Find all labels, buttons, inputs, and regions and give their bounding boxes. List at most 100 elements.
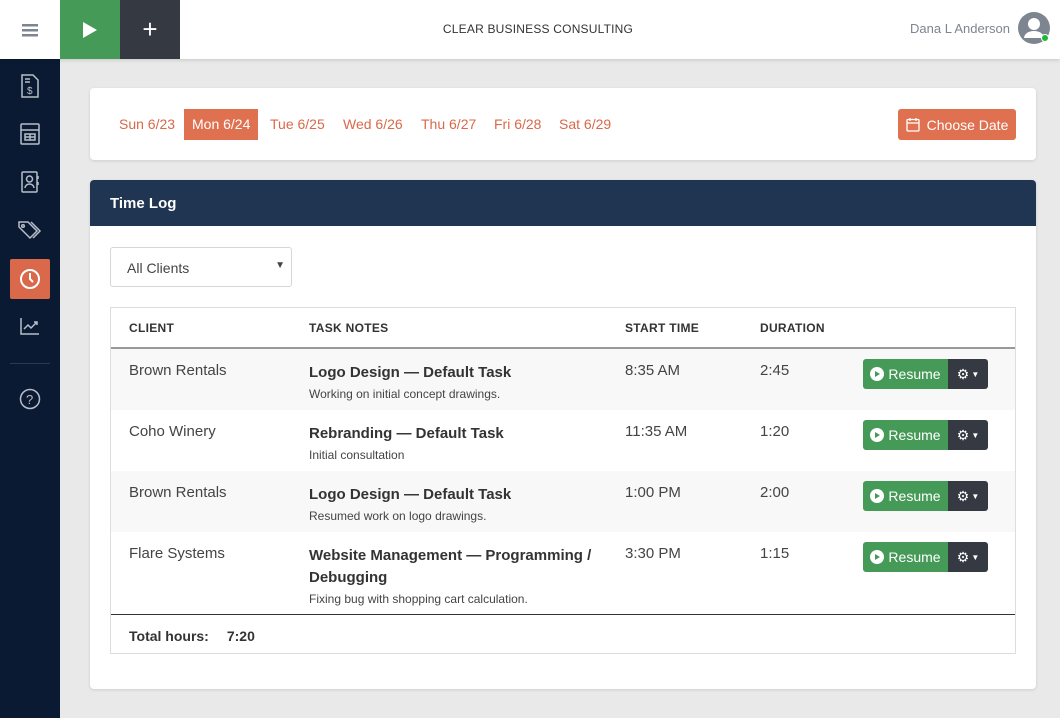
plus-icon: +: [142, 14, 158, 44]
chart-icon: [20, 318, 39, 335]
task-name: Logo Design — Default Task: [309, 486, 512, 503]
task-note: Working on initial concept drawings.: [309, 387, 501, 401]
clock-icon: [20, 269, 40, 289]
start-time-cell: 3:30 PM: [625, 545, 681, 562]
total-label: Total hours:: [129, 628, 209, 644]
table-row: Flare Systems Website Management — Progr…: [111, 532, 1015, 614]
resume-button[interactable]: Resume: [863, 420, 948, 450]
resume-button[interactable]: Resume: [863, 359, 948, 389]
duration-cell: 1:15: [760, 545, 790, 562]
sidebar: $ ?: [0, 59, 60, 718]
time-log-table: CLIENT TASK NOTES START TIME DURATION Br…: [110, 307, 1016, 654]
sidebar-item-reports[interactable]: [10, 306, 50, 346]
duration-cell: 2:45: [760, 362, 790, 379]
play-circle-icon: [870, 428, 885, 442]
day-fri[interactable]: Fri 6/28: [494, 116, 542, 132]
client-filter-value: All Clients: [127, 260, 190, 276]
calculator-icon: [20, 123, 40, 145]
gear-icon: ⚙: [956, 487, 970, 504]
client-cell: Coho Winery: [129, 423, 216, 440]
resume-button[interactable]: Resume: [863, 481, 948, 511]
menu-button[interactable]: [0, 0, 60, 59]
task-cell: Logo Design — Default Task Resumed work o…: [309, 484, 599, 523]
tags-icon: [18, 221, 42, 240]
resume-label: Resume: [888, 549, 941, 565]
task-name: Logo Design — Default Task: [309, 364, 512, 381]
task-note: Initial consultation: [309, 448, 405, 462]
task-name: Rebranding — Default Task: [309, 425, 504, 442]
task-note: Resumed work on logo drawings.: [309, 509, 487, 523]
column-header: START TIME: [625, 321, 700, 335]
gear-icon: ⚙: [956, 548, 970, 565]
add-button[interactable]: +: [120, 0, 180, 59]
client-filter-select[interactable]: All Clients ▼: [110, 247, 292, 287]
time-log-panel: Time Log All Clients ▼ CLIENT TASK NOTES …: [90, 180, 1036, 689]
total-value: 7:20: [226, 628, 255, 644]
start-time-cell: 1:00 PM: [625, 484, 681, 501]
sidebar-item-estimates[interactable]: [10, 114, 50, 154]
avatar[interactable]: [1018, 12, 1050, 44]
date-selector: Sun 6/23 Mon 6/24 Tue 6/25 Wed 6/26 Thu …: [90, 88, 1036, 160]
brand-title: CLEAR BUSINESS CONSULTING: [442, 22, 634, 36]
column-header: DURATION: [760, 321, 825, 335]
column-header: TASK NOTES: [309, 321, 389, 335]
sidebar-item-tags[interactable]: [10, 210, 50, 250]
choose-date-button[interactable]: Choose Date: [898, 109, 1016, 140]
svg-text:?: ?: [26, 392, 33, 407]
day-thu[interactable]: Thu 6/27: [421, 116, 477, 132]
day-sat[interactable]: Sat 6/29: [559, 116, 612, 132]
invoice-icon: $: [21, 74, 39, 98]
svg-text:$: $: [27, 86, 33, 97]
top-bar: + CLEAR BUSINESS CONSULTING Dana L Ander…: [0, 0, 1060, 59]
play-circle-icon: [870, 550, 885, 564]
header-divider: [111, 347, 1015, 349]
table-row: Coho Winery Rebranding — Default Task Ini…: [111, 410, 1015, 471]
table-row: Brown Rentals Logo Design — Default Task…: [111, 349, 1015, 410]
client-cell: Brown Rentals: [129, 362, 227, 379]
sidebar-item-help[interactable]: ?: [10, 379, 50, 419]
start-time-cell: 11:35 AM: [625, 423, 688, 440]
gear-icon: ⚙: [956, 365, 970, 382]
panel-title: Time Log: [90, 180, 1036, 226]
start-time-cell: 8:35 AM: [625, 362, 681, 379]
sidebar-item-invoices[interactable]: $: [10, 66, 50, 106]
client-cell: Brown Rentals: [129, 484, 227, 501]
column-header: CLIENT: [129, 321, 175, 335]
settings-dropdown-button[interactable]: ⚙ ▼: [948, 359, 988, 389]
settings-dropdown-button[interactable]: ⚙ ▼: [948, 481, 988, 511]
task-name: Website Management — Programming / Debug…: [309, 547, 592, 586]
caret-down-icon: ▼: [275, 260, 285, 271]
play-circle-icon: [870, 489, 885, 503]
caret-down-icon: ▼: [971, 369, 980, 379]
day-mon[interactable]: Mon 6/24: [184, 109, 259, 140]
caret-down-icon: ▼: [971, 552, 980, 562]
play-icon: [83, 21, 97, 38]
start-timer-button[interactable]: [60, 0, 120, 59]
help-icon: ?: [19, 388, 41, 410]
resume-label: Resume: [888, 488, 941, 504]
task-cell: Website Management — Programming / Debug…: [309, 545, 599, 606]
play-circle-icon: [870, 367, 885, 381]
day-wed[interactable]: Wed 6/26: [343, 116, 403, 132]
duration-cell: 2:00: [760, 484, 790, 501]
sidebar-divider: [10, 363, 50, 364]
task-note: Fixing bug with shopping cart calculatio…: [309, 592, 528, 606]
user-name[interactable]: Dana L Anderson: [910, 21, 1010, 36]
contacts-icon: [21, 171, 39, 193]
hamburger-icon: [22, 23, 38, 36]
client-cell: Flare Systems: [129, 545, 225, 562]
settings-dropdown-button[interactable]: ⚙ ▼: [948, 420, 988, 450]
resume-label: Resume: [888, 427, 941, 443]
sidebar-item-time[interactable]: [10, 259, 50, 299]
table-row: Brown Rentals Logo Design — Default Task…: [111, 471, 1015, 532]
task-cell: Logo Design — Default Task Working on ini…: [309, 362, 599, 401]
calendar-icon: [905, 118, 920, 132]
resume-button[interactable]: Resume: [863, 542, 948, 572]
sidebar-item-contacts[interactable]: [10, 162, 50, 202]
gear-icon: ⚙: [956, 426, 970, 443]
choose-date-label: Choose Date: [926, 116, 1009, 133]
day-sun[interactable]: Sun 6/23: [119, 116, 176, 132]
duration-cell: 1:20: [760, 423, 790, 440]
day-tue[interactable]: Tue 6/25: [270, 116, 325, 132]
settings-dropdown-button[interactable]: ⚙ ▼: [948, 542, 988, 572]
